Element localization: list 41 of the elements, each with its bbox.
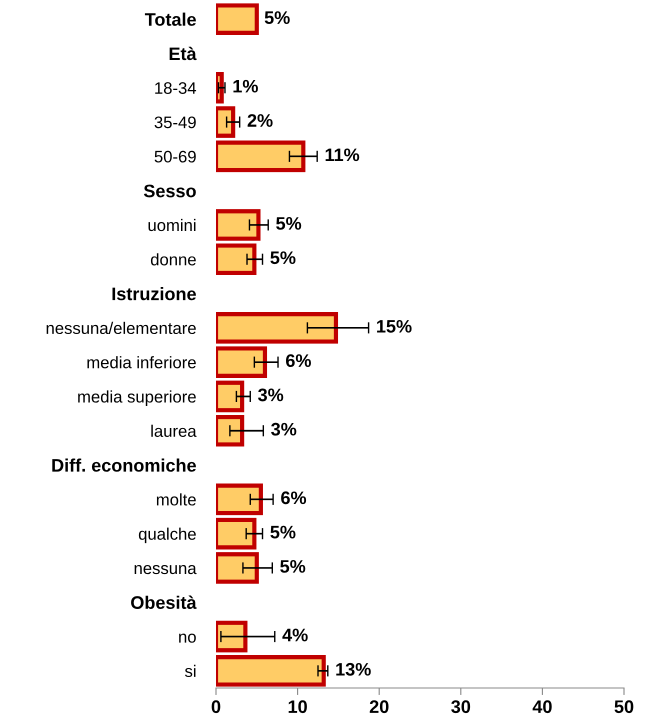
y-tick-label: Obesità <box>131 596 197 609</box>
x-tick-label: 30 <box>451 700 470 714</box>
y-tick-label: laurea <box>151 424 197 437</box>
data-label: 13% <box>336 662 371 676</box>
y-tick-label: Diff. economiche <box>52 458 196 472</box>
x-tick-label: 40 <box>532 700 552 714</box>
x-tick-label: 0 <box>212 700 220 714</box>
x-tick-label: 10 <box>288 700 307 714</box>
y-tick-label: donne <box>150 253 196 266</box>
data-label: 5% <box>270 526 296 538</box>
y-tick-label: Età <box>170 46 197 60</box>
data-label: 5% <box>270 251 296 264</box>
y-tick-label: 50-69 <box>154 150 196 163</box>
data-label: 5% <box>264 11 290 24</box>
data-label: 11% <box>326 148 360 162</box>
y-tick-label: molte <box>156 493 196 506</box>
y-tick-label: uomini <box>148 218 196 232</box>
data-label: 5% <box>276 217 302 230</box>
data-label: 4% <box>282 628 308 642</box>
data-label: 1% <box>233 80 258 93</box>
data-label: 6% <box>286 354 311 367</box>
y-tick-label: media superiore <box>78 390 196 406</box>
y-tick-label: Totale <box>144 12 196 26</box>
y-tick-label: Istruzione <box>112 287 196 300</box>
y-tick-label: media inferiore <box>87 356 196 368</box>
data-label: 15% <box>377 320 412 333</box>
y-tick-label: no <box>179 634 196 643</box>
data-label: 2% <box>248 114 273 127</box>
data-label: 6% <box>281 491 306 504</box>
y-tick-label: 35-49 <box>154 116 196 128</box>
y-tick-label: nessuna <box>134 565 197 574</box>
x-tick-label: 20 <box>370 700 388 714</box>
x-tick-label: 50 <box>614 700 634 714</box>
y-tick-label: nessuna/elementare <box>46 322 196 334</box>
y-tick-label: si <box>184 664 196 678</box>
data-label: 3% <box>258 388 284 402</box>
y-tick-label: 18-34 <box>155 82 196 94</box>
data-label: 5% <box>280 560 306 573</box>
y-tick-label: Sesso <box>144 184 196 198</box>
y-tick-label: qualche <box>138 528 196 544</box>
data-label: 3% <box>271 422 296 436</box>
